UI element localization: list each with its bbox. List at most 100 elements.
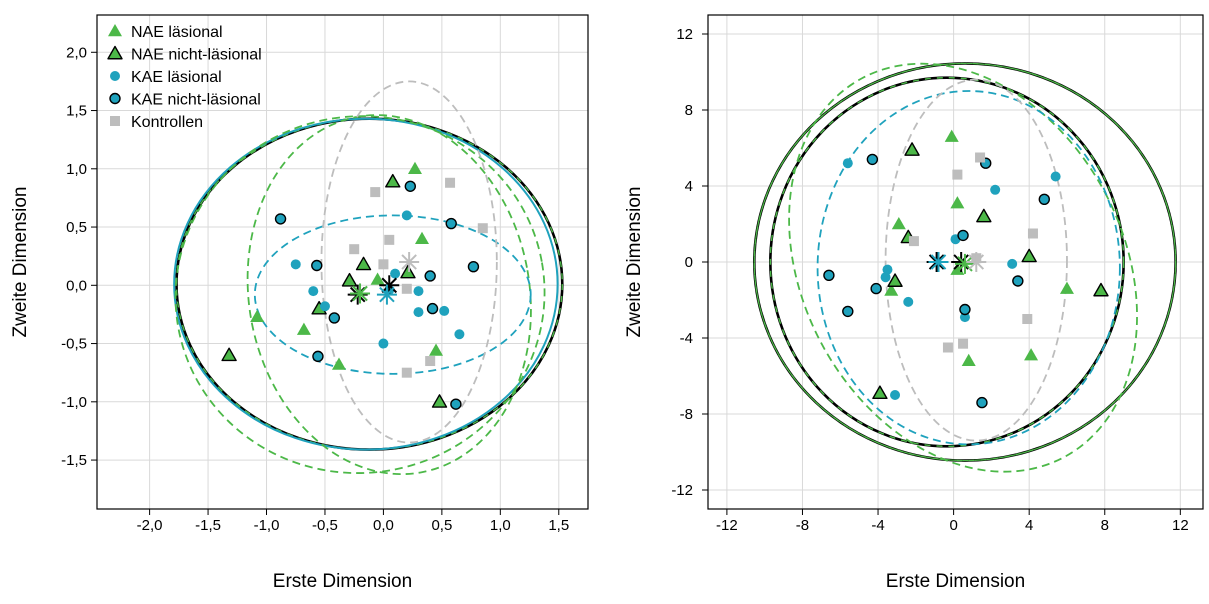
plot-frame <box>96 14 589 510</box>
data-point <box>942 342 953 353</box>
data-point <box>975 152 986 163</box>
series-triangle <box>884 129 1074 367</box>
data-point <box>1093 282 1109 297</box>
data-point <box>890 390 901 400</box>
y-tick-label: 4 <box>685 178 693 195</box>
left-panel: -2,0 -1,5 -1,0 -0,5 0,0 0,5 1,0 1,5 -1,5 -1,0 -0,5… <box>10 14 589 592</box>
data-point <box>311 259 323 272</box>
legend-label: KAE läsional <box>131 69 222 86</box>
data-point <box>842 305 854 318</box>
data-point <box>296 322 311 335</box>
data-point <box>424 270 436 282</box>
ticks: -2,0 -1,5 -1,0 -0,5 0,0 0,5 1,0 1,5 -1,5 -1,0 -0,5… <box>61 44 569 534</box>
data-point <box>842 158 853 169</box>
centroid-ray <box>381 277 398 294</box>
series-square <box>908 152 1038 353</box>
ellipses <box>173 80 564 476</box>
legend: NAE läsional NAE nicht-läsional KAE läsion… <box>107 24 262 131</box>
data-point <box>407 161 422 175</box>
data-point <box>401 283 412 294</box>
data-point <box>880 272 891 283</box>
grid <box>97 15 588 509</box>
legend-item: KAE nicht-läsional <box>109 92 261 109</box>
x-tick-label: -4 <box>871 517 884 534</box>
legend-item: NAE läsional <box>108 24 223 41</box>
y-tick-label: -1,0 <box>61 394 87 411</box>
data-point <box>944 129 959 142</box>
data-point <box>1059 281 1074 294</box>
x-tick-label: -1,5 <box>195 517 221 534</box>
data-point <box>1038 193 1050 206</box>
y-tick-label: 2,0 <box>66 44 87 61</box>
data-point <box>378 259 389 270</box>
data-point <box>308 286 319 297</box>
legend-item: Kontrollen <box>110 114 203 131</box>
y-tick-label: 0,0 <box>66 277 87 294</box>
centroids <box>926 252 987 274</box>
data-point <box>319 301 330 312</box>
y-tick-label: 1,5 <box>66 103 87 120</box>
data-point <box>976 396 988 409</box>
data-point <box>328 312 341 324</box>
data-point <box>1012 275 1024 287</box>
data-point <box>870 282 882 295</box>
series-circle-outlined <box>274 180 480 410</box>
data-point <box>872 385 888 400</box>
data-point <box>404 180 417 192</box>
data-point <box>454 329 465 340</box>
legend-marker <box>109 92 121 105</box>
data-point <box>908 236 919 247</box>
data-point <box>1050 171 1061 182</box>
x-tick-label: 0,0 <box>373 517 394 534</box>
x-tick-label: 1,0 <box>490 517 511 534</box>
y-axis-label: Zweite Dimension <box>624 187 645 338</box>
data-point <box>439 305 450 316</box>
centroids <box>347 252 420 305</box>
x-tick-label: 0 <box>949 517 957 534</box>
data-point <box>950 196 965 209</box>
data-point <box>887 273 903 287</box>
data-point <box>1007 258 1018 269</box>
legend-marker <box>108 24 122 37</box>
series-circle <box>290 210 465 349</box>
right-panel: -12 -8 -4 0 4 8 12 -12 -8 -4 0 4 8 12 Erste Dimension Z… <box>624 14 1204 592</box>
data-point <box>250 309 265 323</box>
legend-marker <box>107 45 123 60</box>
legend-item: KAE läsional <box>110 69 222 86</box>
x-tick-label: -0,5 <box>312 517 338 534</box>
y-tick-label: 1,0 <box>66 161 87 178</box>
data-point <box>904 142 920 156</box>
data-point <box>413 307 424 318</box>
y-axis-label: Zweite Dimension <box>10 187 31 338</box>
data-point <box>477 223 488 234</box>
data-point <box>884 283 899 296</box>
points <box>221 161 488 410</box>
data-point <box>1021 248 1037 263</box>
centroid-ray <box>930 254 947 270</box>
y-tick-label: -1,5 <box>61 452 87 469</box>
series-triangle-outlined <box>221 173 448 408</box>
data-point <box>823 269 835 281</box>
points <box>823 129 1109 409</box>
legend-label: NAE nicht-läsional <box>131 47 262 64</box>
centroid-ray <box>352 285 368 302</box>
data-point <box>349 244 360 255</box>
y-tick-label: 12 <box>676 26 693 43</box>
ellipse-dashed <box>253 214 532 375</box>
ticks: -12 -8 -4 0 4 8 12 -12 -8 -4 0 4 8 12 <box>671 26 1188 534</box>
data-point <box>903 296 914 307</box>
centroid-ray <box>401 254 417 270</box>
centroid-ray <box>968 254 985 270</box>
legend-label: Kontrollen <box>131 114 203 131</box>
data-point <box>866 153 879 166</box>
ellipse-dashed <box>816 90 1121 446</box>
data-point <box>341 272 358 287</box>
data-point <box>384 234 395 245</box>
data-point <box>413 286 424 297</box>
centroid-star <box>376 284 397 305</box>
x-axis-label: Erste Dimension <box>273 571 412 592</box>
data-point <box>355 256 372 271</box>
x-tick-label: 8 <box>1101 517 1109 534</box>
data-point <box>1022 314 1033 324</box>
